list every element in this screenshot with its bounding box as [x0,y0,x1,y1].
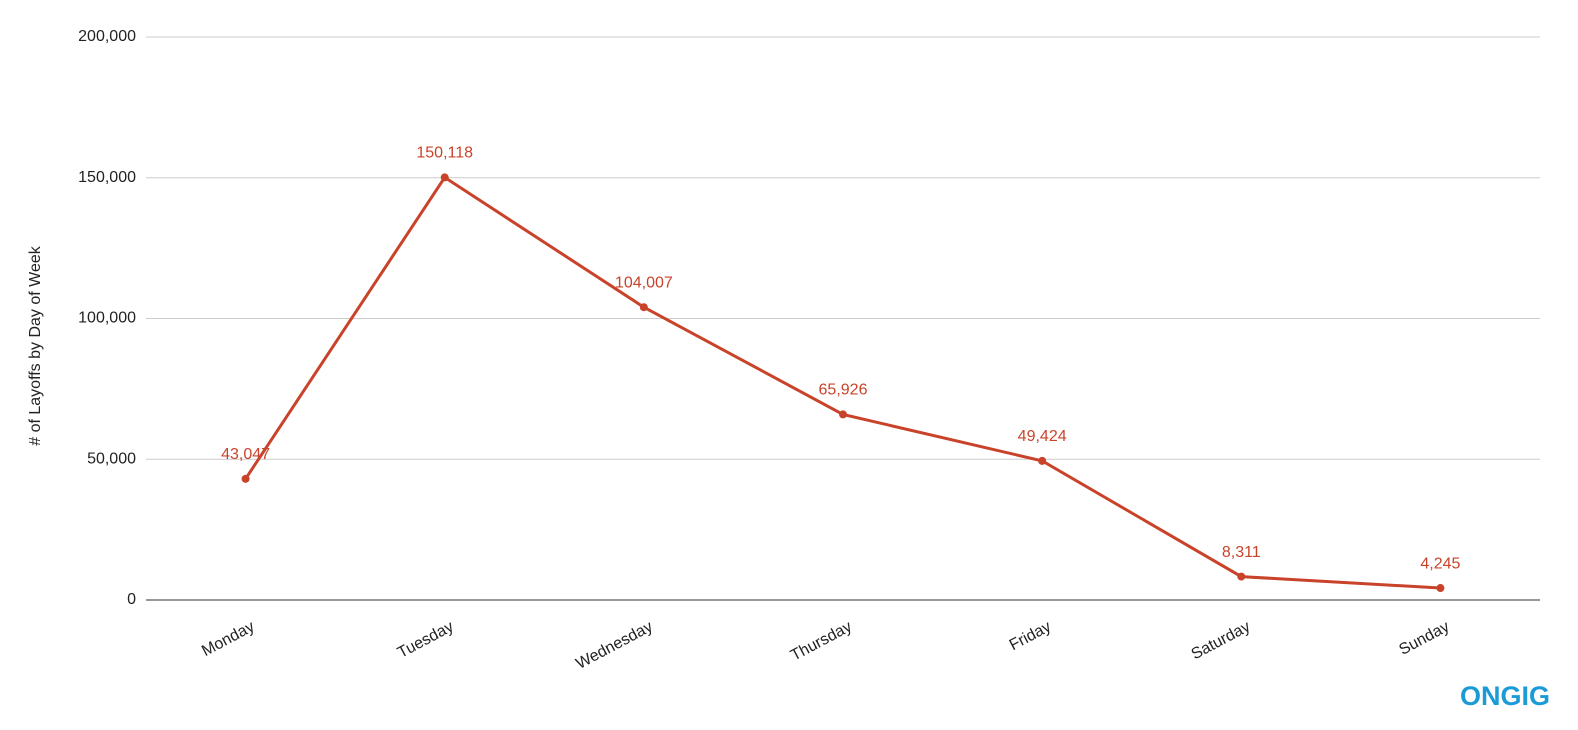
data-label: 4,245 [1420,555,1460,572]
data-label: 104,007 [615,274,673,291]
x-tick-label: Friday [1007,618,1054,654]
x-tick-label: Thursday [788,618,855,664]
x-tick-label: Wednesday [573,618,655,673]
point [839,410,847,419]
point [1038,456,1047,465]
logo: ONGIG [1460,681,1550,711]
point [241,474,250,483]
y-axis-label: # of Layoffs by Day of Week [27,245,44,446]
y-tick-label: 0 [127,591,136,608]
y-tick-label: 50,000 [87,450,136,467]
x-tick-label: Sunday [1396,618,1452,659]
data-label: 150,118 [416,145,473,162]
point [440,173,449,182]
point [1237,572,1246,581]
data-label: 43,047 [221,446,270,463]
data-label: 8,311 [1222,544,1261,561]
data-label: 49,424 [1018,428,1067,445]
point [639,303,648,312]
x-tick-label: Monday [199,618,257,660]
data-label: 65,926 [819,382,868,399]
y-tick-label: 100,000 [78,310,136,327]
point [1436,584,1445,593]
x-tick-label: Saturday [1189,618,1254,663]
y-tick-label: 150,000 [78,169,136,186]
x-tick-label: Tuesday [395,618,457,662]
y-tick-label: 200,000 [78,28,136,45]
